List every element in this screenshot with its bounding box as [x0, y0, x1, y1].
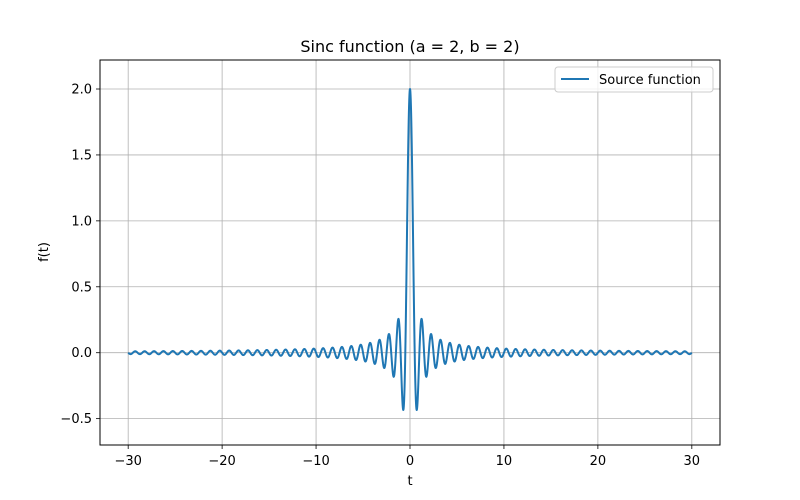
- y-tick-label: 1.0: [71, 214, 92, 229]
- y-tick-label: 2.0: [71, 83, 92, 98]
- x-tick-label: 30: [684, 454, 701, 469]
- legend-box: [554, 66, 714, 93]
- y-axis-label: f(t): [37, 242, 52, 262]
- x-tick-label: 10: [496, 454, 513, 469]
- y-tick-label: −0.5: [60, 412, 92, 427]
- x-tick-label: −10: [302, 454, 329, 469]
- x-tick-label: −30: [114, 454, 141, 469]
- x-axis-ticks: −30 −20 −10 0 10 20 30: [114, 445, 700, 469]
- x-axis-label: t: [407, 474, 412, 489]
- y-tick-label: 0.0: [71, 346, 92, 361]
- y-tick-label: 0.5: [71, 280, 92, 295]
- series-line-source-function: [127, 88, 693, 411]
- legend-label: Source function: [599, 73, 701, 88]
- x-tick-label: −20: [208, 454, 235, 469]
- x-tick-label: 20: [590, 454, 607, 469]
- legend: Source function: [554, 66, 714, 93]
- y-axis-ticks: −0.5 0.0 0.5 1.0 1.5 2.0: [60, 83, 100, 427]
- y-tick-label: 1.5: [71, 148, 92, 163]
- plot-curves: [127, 88, 693, 411]
- chart-title: Sinc function (a = 2, b = 2): [300, 37, 519, 56]
- x-tick-label: 0: [406, 454, 414, 469]
